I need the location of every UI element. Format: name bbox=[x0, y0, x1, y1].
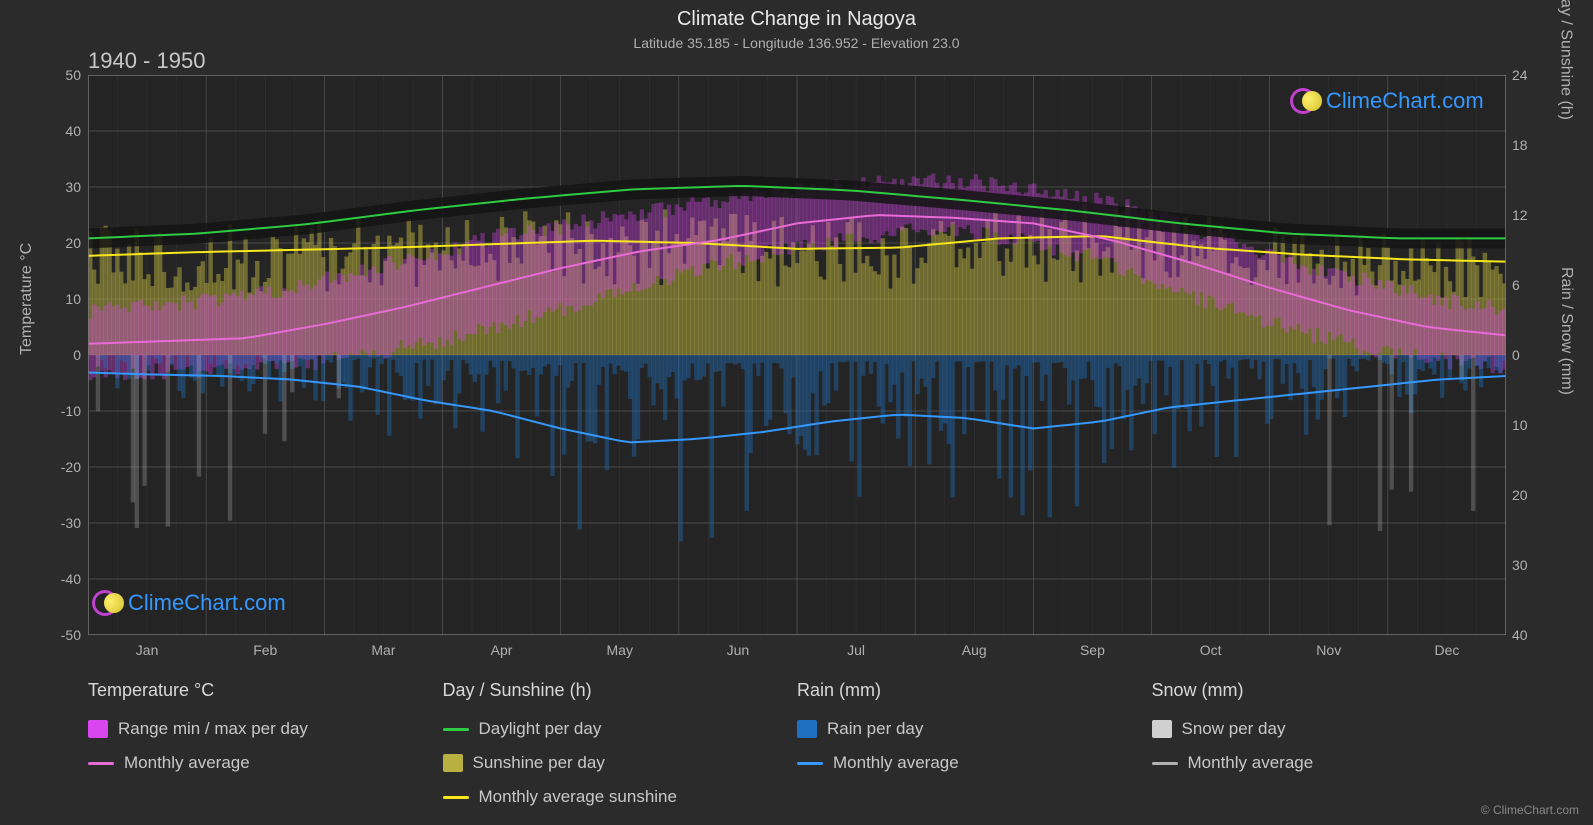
legend-title-snow: Snow (mm) bbox=[1152, 680, 1507, 701]
x-tick-month: Nov bbox=[1316, 642, 1341, 658]
copyright: © ClimeChart.com bbox=[1481, 803, 1579, 817]
legend-col-rain: Rain (mm) Rain per day Monthly average bbox=[797, 680, 1152, 807]
y-tick-right-top: 6 bbox=[1512, 277, 1520, 293]
legend-item: Sunshine per day bbox=[443, 753, 798, 773]
legend-col-day: Day / Sunshine (h) Daylight per day Sunsh… bbox=[443, 680, 798, 807]
y-tick-left: 30 bbox=[65, 179, 81, 195]
legend-label: Monthly average bbox=[124, 753, 250, 773]
y-tick-right-top: 12 bbox=[1512, 207, 1528, 223]
legend-label: Snow per day bbox=[1182, 719, 1286, 739]
legend-swatch bbox=[1152, 762, 1178, 765]
y-tick-right-bot: 10 bbox=[1512, 417, 1528, 433]
y-tick-left: 0 bbox=[73, 347, 81, 363]
y-tick-left: -20 bbox=[61, 459, 81, 475]
y-tick-left: -50 bbox=[61, 627, 81, 643]
y-tick-left: 10 bbox=[65, 291, 81, 307]
x-tick-month: Feb bbox=[253, 642, 277, 658]
legend-label: Monthly average bbox=[833, 753, 959, 773]
legend-title-rain: Rain (mm) bbox=[797, 680, 1152, 701]
x-tick-month: Oct bbox=[1200, 642, 1222, 658]
legend-item: Monthly average sunshine bbox=[443, 787, 798, 807]
y-tick-right-top: 24 bbox=[1512, 67, 1528, 83]
y-tick-left: -30 bbox=[61, 515, 81, 531]
legend-swatch bbox=[443, 728, 469, 731]
x-tick-month: Sep bbox=[1080, 642, 1105, 658]
legend-swatch bbox=[443, 754, 463, 772]
chart-title: Climate Change in Nagoya bbox=[0, 0, 1593, 31]
legend-label: Rain per day bbox=[827, 719, 923, 739]
y-tick-right-bot: 20 bbox=[1512, 487, 1528, 503]
legend-label: Range min / max per day bbox=[118, 719, 308, 739]
logo-watermark-upper: ClimeChart.com bbox=[1290, 86, 1484, 116]
y-tick-right-bot: 40 bbox=[1512, 627, 1528, 643]
legend-item: Monthly average bbox=[1152, 753, 1507, 773]
legend-item: Monthly average bbox=[797, 753, 1152, 773]
legend-item: Range min / max per day bbox=[88, 719, 443, 739]
legend-item: Monthly average bbox=[88, 753, 443, 773]
legend-col-snow: Snow (mm) Snow per day Monthly average bbox=[1152, 680, 1507, 807]
legend-swatch bbox=[443, 796, 469, 799]
x-tick-month: Jul bbox=[847, 642, 865, 658]
x-tick-month: May bbox=[607, 642, 633, 658]
y-tick-left: 40 bbox=[65, 123, 81, 139]
legend-swatch bbox=[88, 720, 108, 738]
y-axis-right-top-label: Day / Sunshine (h) bbox=[1557, 0, 1575, 120]
legend-swatch bbox=[1152, 720, 1172, 738]
legend-label: Daylight per day bbox=[479, 719, 602, 739]
logo-watermark-lower: ClimeChart.com bbox=[92, 588, 286, 618]
x-tick-month: Jun bbox=[727, 642, 750, 658]
legend-item: Daylight per day bbox=[443, 719, 798, 739]
legend-item: Rain per day bbox=[797, 719, 1152, 739]
x-tick-month: Dec bbox=[1434, 642, 1459, 658]
legend-label: Monthly average sunshine bbox=[479, 787, 677, 807]
chart-subtitle: Latitude 35.185 - Longitude 136.952 - El… bbox=[0, 31, 1593, 51]
legend-title-temp: Temperature °C bbox=[88, 680, 443, 701]
logo-icon bbox=[92, 588, 122, 618]
legend-swatch bbox=[797, 762, 823, 765]
y-tick-left: -10 bbox=[61, 403, 81, 419]
y-tick-right-top: 0 bbox=[1512, 347, 1520, 363]
legend-label: Monthly average bbox=[1188, 753, 1314, 773]
legend-title-day: Day / Sunshine (h) bbox=[443, 680, 798, 701]
legend: Temperature °C Range min / max per day Mo… bbox=[88, 680, 1506, 807]
period-label: 1940 - 1950 bbox=[88, 48, 205, 74]
y-axis-right-bot-label: Rain / Snow (mm) bbox=[1557, 267, 1575, 395]
y-tick-right-bot: 30 bbox=[1512, 557, 1528, 573]
logo-text: ClimeChart.com bbox=[128, 590, 286, 616]
legend-label: Sunshine per day bbox=[473, 753, 605, 773]
y-tick-left: -40 bbox=[61, 571, 81, 587]
logo-icon bbox=[1290, 86, 1320, 116]
x-tick-month: Jan bbox=[136, 642, 159, 658]
legend-col-temp: Temperature °C Range min / max per day Mo… bbox=[88, 680, 443, 807]
legend-swatch bbox=[88, 762, 114, 765]
x-tick-month: Mar bbox=[371, 642, 395, 658]
logo-text: ClimeChart.com bbox=[1326, 88, 1484, 114]
y-tick-right-top: 18 bbox=[1512, 137, 1528, 153]
x-tick-month: Apr bbox=[491, 642, 513, 658]
legend-item: Snow per day bbox=[1152, 719, 1507, 739]
x-tick-month: Aug bbox=[962, 642, 987, 658]
y-axis-left-label: Temperature °C bbox=[18, 243, 36, 355]
y-tick-left: 20 bbox=[65, 235, 81, 251]
chart-plot-area bbox=[88, 75, 1506, 635]
y-tick-left: 50 bbox=[65, 67, 81, 83]
legend-swatch bbox=[797, 720, 817, 738]
chart-svg bbox=[88, 75, 1506, 635]
